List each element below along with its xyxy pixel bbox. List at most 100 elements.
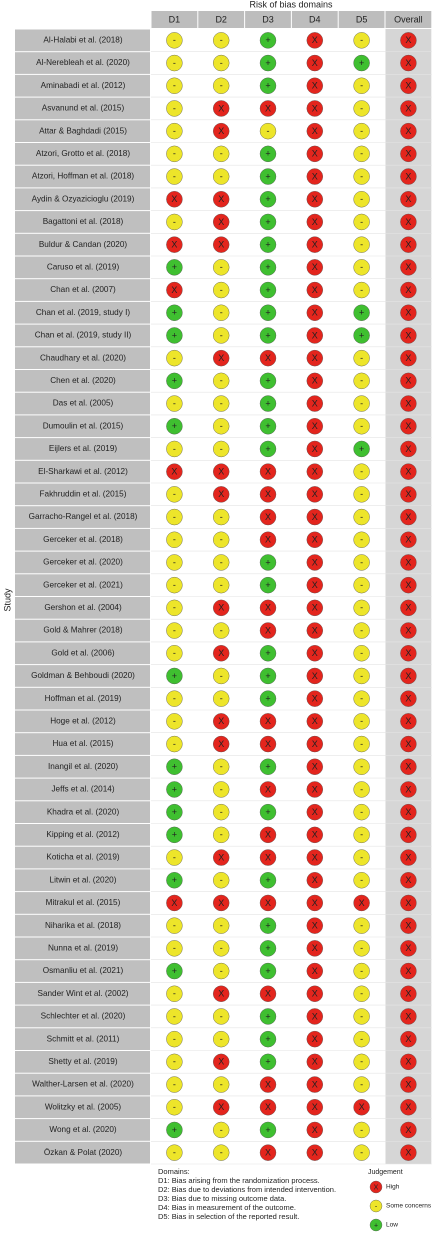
judgement-symbol: X	[312, 784, 318, 794]
study-cell	[15, 824, 150, 846]
judgement-circle	[212, 645, 230, 662]
study-cell	[15, 1028, 150, 1050]
judgement-circle	[212, 168, 230, 185]
judgement-symbol: X	[405, 81, 411, 91]
judgement-circle	[400, 327, 417, 344]
study-cell	[15, 869, 150, 892]
study-label: Wolitzky et al. (2005)	[45, 1102, 122, 1111]
judgement-circle	[259, 327, 277, 344]
judgement-circle	[259, 1076, 277, 1093]
judgement-circle	[400, 349, 417, 367]
judgement-circle	[166, 440, 183, 458]
judgement-symbol: -	[360, 716, 363, 726]
study-label: Gerceker et al. (2021)	[43, 580, 123, 589]
judgement-circle	[400, 191, 417, 208]
judgement-circle	[212, 145, 230, 163]
judgement-circle	[212, 872, 230, 889]
judgement-circle	[353, 667, 370, 685]
judgement-symbol: X	[405, 1034, 411, 1044]
study-cell	[15, 74, 150, 97]
judgement-symbol: X	[265, 535, 271, 545]
judgement-symbol: +	[359, 308, 364, 318]
judgement-symbol: +	[265, 81, 270, 91]
legend-circle	[369, 1218, 383, 1232]
judgement-symbol: X	[312, 694, 318, 704]
column-header: D5	[356, 14, 368, 24]
judgement-circle	[212, 713, 230, 730]
judgement-symbol: +	[265, 1057, 270, 1067]
judgement-circle	[353, 32, 370, 49]
judgement-symbol: -	[173, 149, 176, 159]
judgement-symbol: -	[173, 580, 176, 590]
judgement-symbol: X	[312, 285, 318, 295]
judgement-circle	[353, 1144, 370, 1161]
judgement-circle	[166, 713, 183, 730]
judgement-circle	[306, 440, 323, 458]
judgement-circle	[259, 54, 277, 72]
column-header-cell	[245, 11, 291, 28]
judgement-circle	[259, 259, 277, 276]
judgement-circle	[259, 1121, 277, 1139]
judgement-circle	[259, 236, 277, 253]
judgement-symbol: X	[405, 807, 411, 817]
judgement-circle	[306, 758, 323, 775]
study-cell	[15, 211, 150, 233]
judgement-symbol: X	[265, 989, 271, 999]
judgement-symbol: X	[405, 126, 411, 136]
judgement-circle	[212, 1099, 230, 1116]
study-cell	[15, 619, 150, 642]
judgement-circle	[212, 281, 230, 299]
judgement-circle	[259, 849, 277, 866]
judgement-circle	[212, 1008, 230, 1025]
judgement-symbol: X	[265, 603, 271, 613]
column-header-cell	[338, 11, 385, 28]
judgement-circle	[259, 781, 277, 798]
judgement-symbol: X	[218, 1057, 224, 1067]
judgement-symbol: X	[405, 671, 411, 681]
judgement-symbol: -	[220, 398, 223, 408]
judgement-circle	[212, 395, 230, 412]
judgement-circle	[166, 259, 183, 276]
judgement-symbol: +	[265, 421, 270, 431]
judgement-symbol: X	[405, 330, 411, 340]
judgement-circle	[400, 735, 417, 753]
judgement-circle	[400, 236, 417, 253]
judgement-circle	[306, 1144, 323, 1161]
judgement-circle	[259, 735, 277, 753]
judgement-symbol: X	[405, 1057, 411, 1067]
judgement-symbol: -	[360, 285, 363, 295]
domain-description: D3: Bias due to missing outcome data.	[158, 1194, 286, 1203]
judgement-circle	[400, 372, 417, 390]
judgement-symbol: -	[173, 217, 176, 227]
judgement-symbol: -	[220, 807, 223, 817]
judgement-symbol: -	[360, 671, 363, 681]
judgement-symbol: -	[360, 489, 363, 499]
judgement-circle	[306, 213, 323, 231]
judgement-symbol: X	[312, 240, 318, 250]
judgement-symbol: X	[265, 830, 271, 840]
judgement-symbol: -	[360, 81, 363, 91]
judgement-circle	[353, 304, 370, 321]
judgement-circle	[259, 1099, 277, 1116]
judgement-symbol: X	[405, 898, 411, 908]
judgement-circle	[306, 713, 323, 730]
judgement-circle	[166, 418, 183, 435]
judgement-symbol: X	[312, 943, 318, 953]
judgement-symbol: -	[173, 739, 176, 749]
judgement-symbol: X	[265, 489, 271, 499]
judgement-symbol: X	[312, 739, 318, 749]
judgement-circle	[212, 1121, 230, 1139]
judgement-symbol: X	[405, 580, 411, 590]
judgement-circle	[353, 77, 370, 94]
study-label: Bagattoni et al. (2018)	[43, 217, 124, 226]
judgement-circle	[400, 1053, 417, 1071]
judgement-symbol: -	[220, 943, 223, 953]
judgement-circle	[259, 803, 277, 821]
judgement-symbol: -	[360, 739, 363, 749]
judgement-circle	[166, 940, 183, 957]
judgement-circle	[166, 1121, 183, 1139]
study-label: Shetty et al. (2019)	[48, 1057, 117, 1066]
judgement-symbol: -	[360, 398, 363, 408]
judgement-symbol: -	[220, 285, 223, 295]
judgement-symbol: X	[405, 966, 411, 976]
